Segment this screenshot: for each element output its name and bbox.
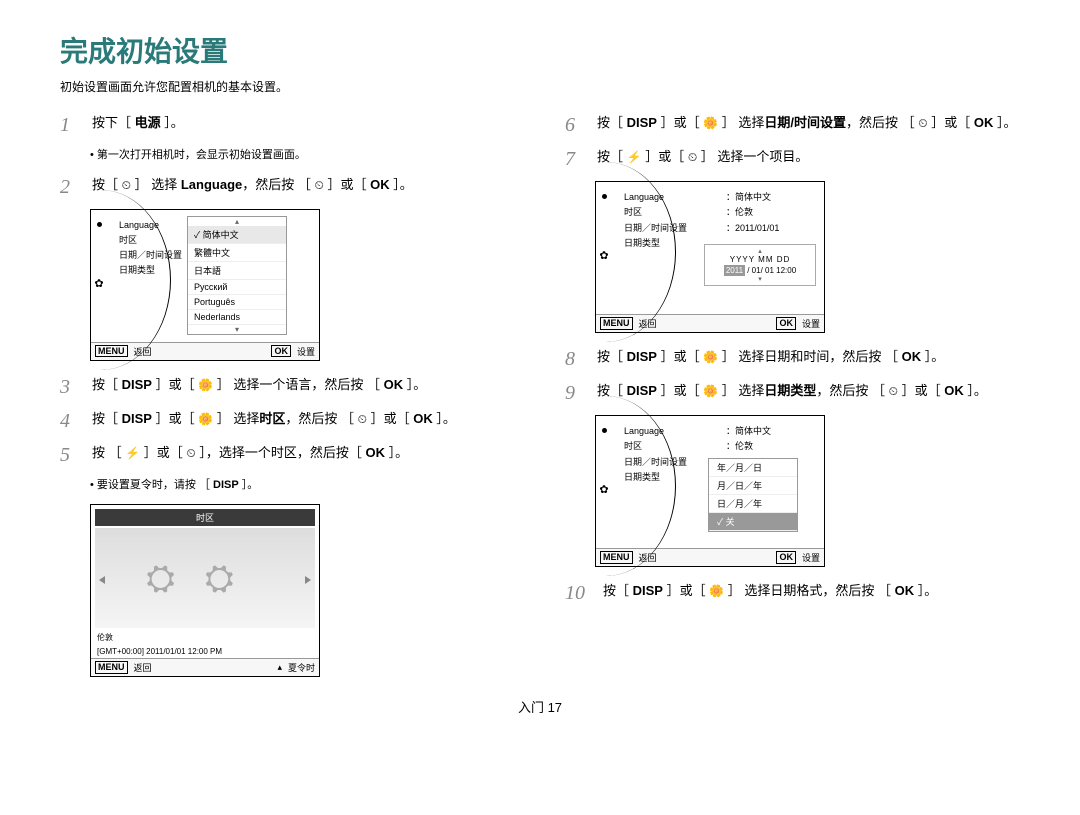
step-number: 6 xyxy=(565,113,587,137)
lang-option[interactable]: Русский xyxy=(188,280,286,295)
step-number: 5 xyxy=(60,443,82,467)
lang-option[interactable]: Nederlands xyxy=(188,310,286,325)
step-5-bullet: 要设置夏令时，请按 ［ DISP ］。 xyxy=(90,477,515,495)
set-label: 设置 xyxy=(802,317,820,330)
language-popup: ▴ 简体中文 繁體中文 日本語 Русский Português Nederl… xyxy=(187,216,287,335)
camera-screen-datetype: ✿ Language 时区 日期／时间设置 日期类型 简体中文 伦敦 年／月／日… xyxy=(595,415,825,567)
set-label: 设置 xyxy=(802,551,820,564)
menu-values: 简体中文 伦敦 xyxy=(726,424,771,455)
menu-labels: Language 时区 日期／时间设置 日期类型 xyxy=(624,190,687,251)
up-icon: ▴ xyxy=(277,662,282,673)
lang-option[interactable]: 繁體中文 xyxy=(188,244,286,262)
arc-dot xyxy=(602,194,607,199)
step-8: 8 按［ DISP ］或［ 🌼 ］ 选择日期和时间，然后按 ［ OK ］。 xyxy=(565,347,1020,371)
step-9: 9 按［ DISP ］或［ 🌼 ］ 选择日期类型，然后按 ［ ⏲ ］或［ OK … xyxy=(565,381,1020,405)
lang-option[interactable]: Português xyxy=(188,295,286,310)
menu-values: 简体中文 伦敦 2011/01/01 xyxy=(726,190,779,236)
step-number: 4 xyxy=(60,409,82,433)
chevron-down-icon: ▾ xyxy=(705,275,815,283)
back-label: 返回 xyxy=(134,661,152,674)
lang-option[interactable]: 日本語 xyxy=(188,262,286,280)
ok-icon: OK xyxy=(271,345,291,358)
step-text: 按［ ⏲ ］ 选择 Language，然后按 ［ ⏲ ］或［ OK ］。 xyxy=(92,175,515,196)
gear-icon: ✿ xyxy=(598,250,610,262)
fmt-option[interactable]: 日／月／年 xyxy=(709,495,797,513)
date-editor[interactable]: ▴ YYYY MM DD 2011 / 01/ 01 12:00 ▾ xyxy=(704,244,816,286)
fmt-option[interactable]: 月／日／年 xyxy=(709,477,797,495)
step-3: 3 按［ DISP ］或［ 🌼 ］ 选择一个语言，然后按 ［ OK ］。 xyxy=(60,375,515,399)
ok-icon: OK xyxy=(776,551,796,564)
step-text: 按 ［ ⚡ ］或［ ⏲ ］，选择一个时区，然后按［ OK ］。 xyxy=(92,443,515,464)
arc-dot xyxy=(97,222,102,227)
fmt-option[interactable]: 关 xyxy=(709,513,797,531)
timer-icon: ⏲ xyxy=(688,148,697,167)
chevron-up-icon: ▴ xyxy=(188,217,286,226)
timer-icon: ⏲ xyxy=(314,176,323,195)
camera-screen-language: ✿ Language 时区 日期／时间设置 日期类型 ▴ 简体中文 繁體中文 日… xyxy=(90,209,320,361)
datetype-popup: 年／月／日 月／日／年 日／月／年 关 xyxy=(708,458,798,532)
step-text: 按下［ 电源 ］。 xyxy=(92,113,515,134)
worldmap-title: 时区 xyxy=(95,509,315,526)
flower-icon: 🌼 xyxy=(198,410,213,429)
camera-screen-datetime: ✿ Language 时区 日期／时间设置 日期类型 简体中文 伦敦 2011/… xyxy=(595,181,825,333)
step-4: 4 按［ DISP ］或［ 🌼 ］ 选择时区，然后按 ［ ⏲ ］或［ OK ］。 xyxy=(60,409,515,433)
step-text: 按［ DISP ］或［ 🌼 ］ 选择日期/时间设置，然后按 ［ ⏲ ］或［ OK… xyxy=(597,113,1020,134)
page-title: 完成初始设置 xyxy=(60,30,1020,70)
step-5: 5 按 ［ ⚡ ］或［ ⏲ ］，选择一个时区，然后按［ OK ］。 xyxy=(60,443,515,467)
step-6: 6 按［ DISP ］或［ 🌼 ］ 选择日期/时间设置，然后按 ［ ⏲ ］或［ … xyxy=(565,113,1020,137)
step-text: 按［ DISP ］或［ 🌼 ］ 选择日期格式，然后按 ［ OK ］。 xyxy=(603,581,1020,602)
flower-icon: 🌼 xyxy=(709,582,724,601)
timer-icon: ⏲ xyxy=(186,444,195,463)
arc-dot xyxy=(602,428,607,433)
chevron-down-icon: ▾ xyxy=(188,325,286,334)
flower-icon: 🌼 xyxy=(703,382,718,401)
gear-icon: ✿ xyxy=(598,484,610,496)
step-1: 1 按下［ 电源 ］。 xyxy=(60,113,515,137)
page-subtitle: 初始设置画面允许您配置相机的基本设置。 xyxy=(60,78,1020,95)
menu-icon: MENU xyxy=(95,661,128,674)
flower-icon: 🌼 xyxy=(198,376,213,395)
step-2: 2 按［ ⏲ ］ 选择 Language，然后按 ［ ⏲ ］或［ OK ］。 xyxy=(60,175,515,199)
worldmap-city: 伦敦 xyxy=(91,630,319,645)
step-10: 10 按［ DISP ］或［ 🌼 ］ 选择日期格式，然后按 ［ OK ］。 xyxy=(565,581,1020,605)
date-header: YYYY MM DD xyxy=(705,255,815,264)
timer-icon: ⏲ xyxy=(358,410,367,429)
date-row: 2011 / 01/ 01 12:00 xyxy=(705,266,815,275)
timer-icon: ⏲ xyxy=(889,382,898,401)
chevron-up-icon: ▴ xyxy=(705,247,815,255)
step-1-bullet: 第一次打开相机时，会显示初始设置画面。 xyxy=(90,147,515,165)
ok-icon: OK xyxy=(776,317,796,330)
camera-screen-worldmap: 时区 ⛭⛭ 伦敦 [GMT+00:00] 2011/01/01 12:00 PM… xyxy=(90,504,320,677)
menu-labels: Language 时区 日期／时间设置 日期类型 xyxy=(624,424,687,485)
chevron-left-icon[interactable] xyxy=(99,576,105,584)
worldmap-body: ⛭⛭ xyxy=(95,528,315,628)
timer-icon: ⏲ xyxy=(918,114,927,133)
gear-icon: ✿ xyxy=(93,278,105,290)
set-label: 设置 xyxy=(297,345,315,358)
step-number: 8 xyxy=(565,347,587,371)
menu-labels: Language 时区 日期／时间设置 日期类型 xyxy=(119,218,182,279)
step-text: 按［ DISP ］或［ 🌼 ］ 选择时区，然后按 ［ ⏲ ］或［ OK ］。 xyxy=(92,409,515,430)
page-footer: 入门 17 xyxy=(60,697,1020,716)
step-text: 按［ ⚡ ］或［ ⏲ ］ 选择一个项目。 xyxy=(597,147,1020,168)
globe-icon: ⛭⛭ xyxy=(146,557,264,600)
step-text: 按［ DISP ］或［ 🌼 ］ 选择日期类型，然后按 ［ ⏲ ］或［ OK ］。 xyxy=(597,381,1020,402)
worldmap-gmt: [GMT+00:00] 2011/01/01 12:00 PM xyxy=(91,645,319,658)
flower-icon: 🌼 xyxy=(703,114,718,133)
step-text: 按［ DISP ］或［ 🌼 ］ 选择日期和时间，然后按 ［ OK ］。 xyxy=(597,347,1020,368)
step-text: 按［ DISP ］或［ 🌼 ］ 选择一个语言，然后按 ［ OK ］。 xyxy=(92,375,515,396)
flower-icon: 🌼 xyxy=(703,348,718,367)
chevron-right-icon[interactable] xyxy=(305,576,311,584)
step-number: 1 xyxy=(60,113,82,137)
flash-icon: ⚡ xyxy=(125,444,140,463)
lang-option[interactable]: 简体中文 xyxy=(188,226,286,244)
step-number: 3 xyxy=(60,375,82,399)
screen-footer: MENU 返回 ▴ 夏令时 xyxy=(91,658,319,676)
dst-label: 夏令时 xyxy=(288,661,315,674)
flash-icon: ⚡ xyxy=(627,148,642,167)
step-7: 7 按［ ⚡ ］或［ ⏲ ］ 选择一个项目。 xyxy=(565,147,1020,171)
step-number: 10 xyxy=(565,581,593,605)
timer-icon: ⏲ xyxy=(122,176,131,195)
fmt-option[interactable]: 年／月／日 xyxy=(709,459,797,477)
